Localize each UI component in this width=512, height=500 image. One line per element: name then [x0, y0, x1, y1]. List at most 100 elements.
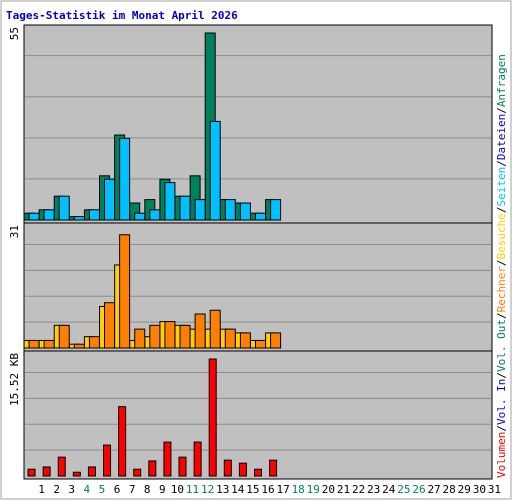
- bar-volumen-day-14: [223, 459, 232, 477]
- chart-panel-1: 55: [8, 24, 493, 224]
- bar-volumen-day-17: [269, 459, 278, 477]
- legend-item: Seiten: [495, 167, 508, 207]
- legend-item: /: [495, 160, 508, 167]
- bar-seiten-day-14: [224, 199, 236, 221]
- x-tick-label: 10: [171, 483, 184, 496]
- bar-volumen-day-3: [57, 456, 66, 477]
- bar-rechner-day-6: [104, 302, 116, 349]
- bar-seiten-day-6: [104, 178, 116, 221]
- bar-seiten-day-4: [73, 216, 85, 221]
- x-tick-label: 15: [246, 483, 259, 496]
- x-tick-label: 5: [99, 483, 106, 496]
- bar-rechner-day-7: [119, 234, 131, 349]
- x-tick-label: 7: [129, 483, 136, 496]
- bar-rechner-day-4: [73, 343, 85, 349]
- chart-title: Tages-Statistik im Monat April 2026: [6, 9, 238, 22]
- x-tick-label: 6: [114, 483, 121, 496]
- bar-volumen-day-13: [208, 358, 217, 477]
- legend-item: Anfragen: [495, 54, 508, 107]
- x-tick-label: 4: [84, 483, 91, 496]
- bar-rechner-day-14: [224, 328, 236, 349]
- x-tick-label: 17: [276, 483, 289, 496]
- bar-rechner-day-13: [209, 309, 221, 349]
- x-tick-label: 20: [322, 483, 335, 496]
- legend-item: /: [495, 107, 508, 114]
- bar-seiten-day-16: [255, 212, 266, 221]
- bar-rechner-day-3: [58, 324, 70, 349]
- legend-item: /: [495, 206, 508, 213]
- bar-seiten-day-11: [179, 195, 191, 221]
- bar-rechner-day-16: [255, 339, 266, 349]
- x-tick-label: 27: [427, 483, 440, 496]
- x-tick-label: 1: [38, 483, 45, 496]
- x-tick-label: 13: [216, 483, 229, 496]
- plot-area: [23, 222, 493, 352]
- x-tick-label: 8: [144, 483, 151, 496]
- bar-seiten-day-17: [270, 199, 282, 221]
- bar-volumen-day-9: [148, 460, 157, 477]
- x-axis-day-labels: 1 2 3 4 5 6 7 8 9 10 11 12 13 14 15 16 17 18 19 20 21 22 23 24 2…: [38, 483, 501, 496]
- bar-rechner-day-11: [179, 324, 191, 349]
- legend-item: Rechner: [495, 266, 508, 313]
- bar-rechner-day-2: [43, 339, 55, 349]
- legend-item: Vol. Out: [495, 319, 508, 372]
- series-volumen: [27, 358, 278, 477]
- legend-item: /: [495, 259, 508, 266]
- bar-volumen-day-6: [103, 444, 112, 477]
- x-tick-label: 23: [367, 483, 380, 496]
- bar-seiten-day-7: [119, 137, 131, 221]
- x-tick-label: 30: [473, 483, 486, 496]
- legend-item: Besuche: [495, 213, 508, 259]
- legend-item: /: [495, 372, 508, 379]
- right-legend: Volumen/Vol. In/Vol. Out/Rechner/Besuche…: [495, 54, 508, 478]
- bar-rechner-day-12: [194, 313, 206, 349]
- x-tick-label: 11: [186, 483, 199, 496]
- bar-seiten-day-10: [164, 182, 176, 221]
- chart-panel-2: 31: [8, 222, 493, 352]
- x-tick-label: 31: [488, 483, 501, 496]
- x-tick-label: 28: [443, 483, 456, 496]
- bar-seiten-day-15: [239, 202, 251, 221]
- legend-item: /: [495, 312, 508, 319]
- bar-rechner-day-5: [88, 336, 100, 349]
- x-tick-label: 21: [337, 483, 350, 496]
- plot-area: [23, 350, 493, 480]
- bar-volumen-day-12: [193, 441, 202, 477]
- bar-rechner-day-9: [149, 324, 161, 349]
- legend-item: Vol. In: [495, 379, 508, 425]
- x-tick-label: 18: [292, 483, 305, 496]
- y-max-label: 15.52 KB: [8, 353, 21, 406]
- bar-volumen-day-5: [87, 466, 96, 477]
- x-tick-label: 26: [412, 483, 425, 496]
- bar-seiten-day-9: [149, 209, 161, 221]
- series-seiten: [28, 120, 282, 221]
- series-rechner: [28, 234, 282, 349]
- legend-item: Dateien: [495, 114, 508, 160]
- x-tick-label: 24: [382, 483, 396, 496]
- legend-text: Volumen/Vol. In/Vol. Out/Rechner/Besuche…: [495, 54, 508, 478]
- bar-volumen-day-2: [42, 466, 51, 477]
- x-tick-label: 2: [53, 483, 60, 496]
- x-tick-label: 25: [397, 483, 410, 496]
- bar-seiten-day-12: [194, 199, 206, 221]
- legend-item: Volumen: [495, 432, 508, 478]
- bar-rechner-day-8: [134, 328, 146, 349]
- x-tick-label: 29: [458, 483, 471, 496]
- bar-rechner-day-10: [164, 321, 176, 349]
- y-max-label: 55: [8, 27, 21, 40]
- bar-volumen-day-8: [133, 468, 142, 477]
- chart-panel-3: 15.52 KB: [8, 350, 493, 480]
- bar-seiten-day-8: [134, 212, 146, 221]
- bar-volumen-day-15: [238, 462, 247, 477]
- x-tick-label: 19: [307, 483, 320, 496]
- x-tick-label: 14: [231, 483, 245, 496]
- x-tick-label: 22: [352, 483, 365, 496]
- bar-volumen-day-16: [254, 468, 262, 477]
- bar-seiten-day-1: [28, 212, 40, 221]
- bar-volumen-day-7: [118, 406, 127, 477]
- bar-seiten-day-2: [43, 209, 55, 221]
- y-max-label: 31: [8, 225, 21, 238]
